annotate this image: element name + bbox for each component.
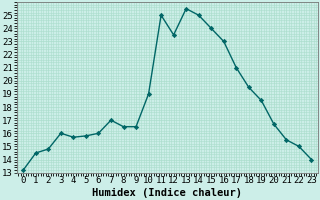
X-axis label: Humidex (Indice chaleur): Humidex (Indice chaleur) <box>92 188 242 198</box>
